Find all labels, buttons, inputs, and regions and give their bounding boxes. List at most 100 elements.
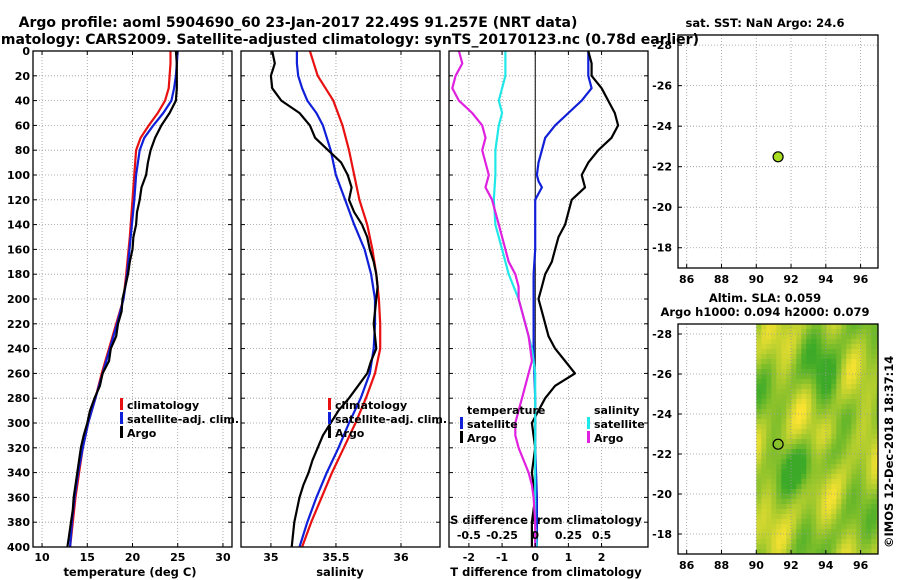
- sla-heatmap-cell: [866, 419, 872, 425]
- sla-heatmap-cell: [796, 534, 802, 540]
- sla-heatmap-cell: [801, 439, 807, 445]
- sla-heatmap-cell: [861, 354, 867, 360]
- sla-heatmap-cell: [776, 404, 782, 410]
- sla-heatmap-cell: [776, 454, 782, 460]
- sla-heatmap-cell: [811, 434, 817, 440]
- sla-heatmap-cell: [871, 434, 877, 440]
- sla-heatmap-cell: [861, 539, 867, 545]
- sla-heatmap-cell: [786, 394, 792, 400]
- s-xtick-label-0: 0: [531, 529, 539, 542]
- sla-heatmap-cell: [801, 479, 807, 485]
- sla-heatmap-cell: [861, 344, 867, 350]
- sla-heatmap-cell: [761, 334, 767, 340]
- sla-heatmap-cell: [871, 449, 877, 455]
- sla-heatmap-cell: [776, 539, 782, 545]
- sla-heatmap-cell: [786, 504, 792, 510]
- sla-heatmap-cell: [816, 484, 822, 490]
- sla-heatmap-cell: [846, 389, 852, 395]
- sla-heatmap-cell: [846, 359, 852, 365]
- sla-heatmap-cell: [806, 424, 812, 430]
- sla-heatmap-cell: [771, 539, 777, 545]
- sla-heatmap-cell: [761, 344, 767, 350]
- sla-heatmap-cell: [761, 399, 767, 405]
- sla-heatmap-cell: [871, 414, 877, 420]
- sla-heatmap-cell: [796, 394, 802, 400]
- sla-heatmap-cell: [866, 354, 872, 360]
- sla-heatmap-cell: [861, 329, 867, 335]
- sla-heatmap-cell: [766, 419, 772, 425]
- sla-heatmap-cell: [871, 359, 877, 365]
- sla-heatmap-cell: [831, 414, 837, 420]
- sla-heatmap-cell: [811, 489, 817, 495]
- sla-heatmap-cell: [796, 459, 802, 465]
- sla-heatmap-cell: [791, 484, 797, 490]
- sla-heatmap-cell: [786, 484, 792, 490]
- sla-heatmap-cell: [766, 484, 772, 490]
- sla-heatmap-cell: [776, 364, 782, 370]
- xtick-label-temperature-25: 25: [170, 551, 185, 564]
- sla-heatmap-cell: [841, 504, 847, 510]
- sla-heatmap-cell: [846, 329, 852, 335]
- sla-heatmap-cell: [866, 374, 872, 380]
- series-line-temperature-satellite-adj-clim-: [69, 50, 179, 548]
- sla-heatmap-cell: [801, 474, 807, 480]
- sla-heatmap-cell: [831, 534, 837, 540]
- sla-heatmap-cell: [866, 504, 872, 510]
- sla-heatmap-cell: [836, 549, 842, 555]
- legend-swatch-temperature-0: [120, 398, 123, 410]
- sla-heatmap-cell: [771, 419, 777, 425]
- sla-heatmap-cell: [781, 384, 787, 390]
- sla-heatmap-cell: [766, 529, 772, 535]
- sla-heatmap-cell: [841, 334, 847, 340]
- sla-heatmap-cell: [831, 384, 837, 390]
- sla-heatmap-cell: [841, 379, 847, 385]
- sla-heatmap-cell: [861, 499, 867, 505]
- sla-heatmap-cell: [836, 354, 842, 360]
- sla-heatmap-cell: [786, 519, 792, 525]
- sla-heatmap-cell: [776, 529, 782, 535]
- depth-tick-label-340: 340: [7, 467, 30, 480]
- sla-heatmap-cell: [816, 404, 822, 410]
- sla-heatmap-cell: [846, 379, 852, 385]
- sla-heatmap-cell: [831, 459, 837, 465]
- sla-heatmap-cell: [831, 484, 837, 490]
- sla-heatmap-cell: [866, 549, 872, 555]
- sla-heatmap-cell: [781, 444, 787, 450]
- sla-heatmap-cell: [811, 499, 817, 505]
- sla-heatmap-cell: [816, 424, 822, 430]
- sla-heatmap-cell: [786, 549, 792, 555]
- sla-heatmap-cell: [841, 389, 847, 395]
- sla-heatmap-cell: [756, 349, 762, 355]
- depth-tick-label-280: 280: [7, 392, 30, 405]
- sla-heatmap-cell: [771, 404, 777, 410]
- sla-heatmap-cell: [796, 369, 802, 375]
- sla-heatmap-cell: [871, 344, 877, 350]
- sla-heatmap-cell: [756, 379, 762, 385]
- depth-tick-label-380: 380: [7, 516, 30, 529]
- sla-heatmap-cell: [861, 504, 867, 510]
- sla-heatmap-cell: [851, 394, 857, 400]
- map-xtick-label-sla_map-96: 96: [853, 559, 869, 572]
- sla-heatmap-cell: [811, 359, 817, 365]
- sla-heatmap-cell: [841, 429, 847, 435]
- sla-heatmap-cell: [771, 369, 777, 375]
- series-layer: [66, 50, 620, 548]
- sla-heatmap-cell: [866, 459, 872, 465]
- sla-heatmap-cell: [856, 454, 862, 460]
- sla-heatmap-cell: [761, 434, 767, 440]
- sla-heatmap-cell: [816, 359, 822, 365]
- sla-heatmap-cell: [796, 529, 802, 535]
- sla-heatmap-cell: [856, 429, 862, 435]
- sla-heatmap-cell: [786, 459, 792, 465]
- sla-heatmap-cell: [821, 424, 827, 430]
- sla-heatmap-cell: [821, 484, 827, 490]
- sla-heatmap-cell: [806, 329, 812, 335]
- sla-heatmap-cell: [826, 449, 832, 455]
- difference-xlabel: T difference from climatology: [450, 565, 642, 579]
- sla-heatmap-cell: [856, 534, 862, 540]
- xtick-label-difference-1: 1: [565, 551, 573, 564]
- sla-heatmap-cell: [856, 374, 862, 380]
- sla-heatmap-cell: [806, 489, 812, 495]
- sla-heatmap-cell: [761, 479, 767, 485]
- sla-heatmap-cell: [766, 544, 772, 550]
